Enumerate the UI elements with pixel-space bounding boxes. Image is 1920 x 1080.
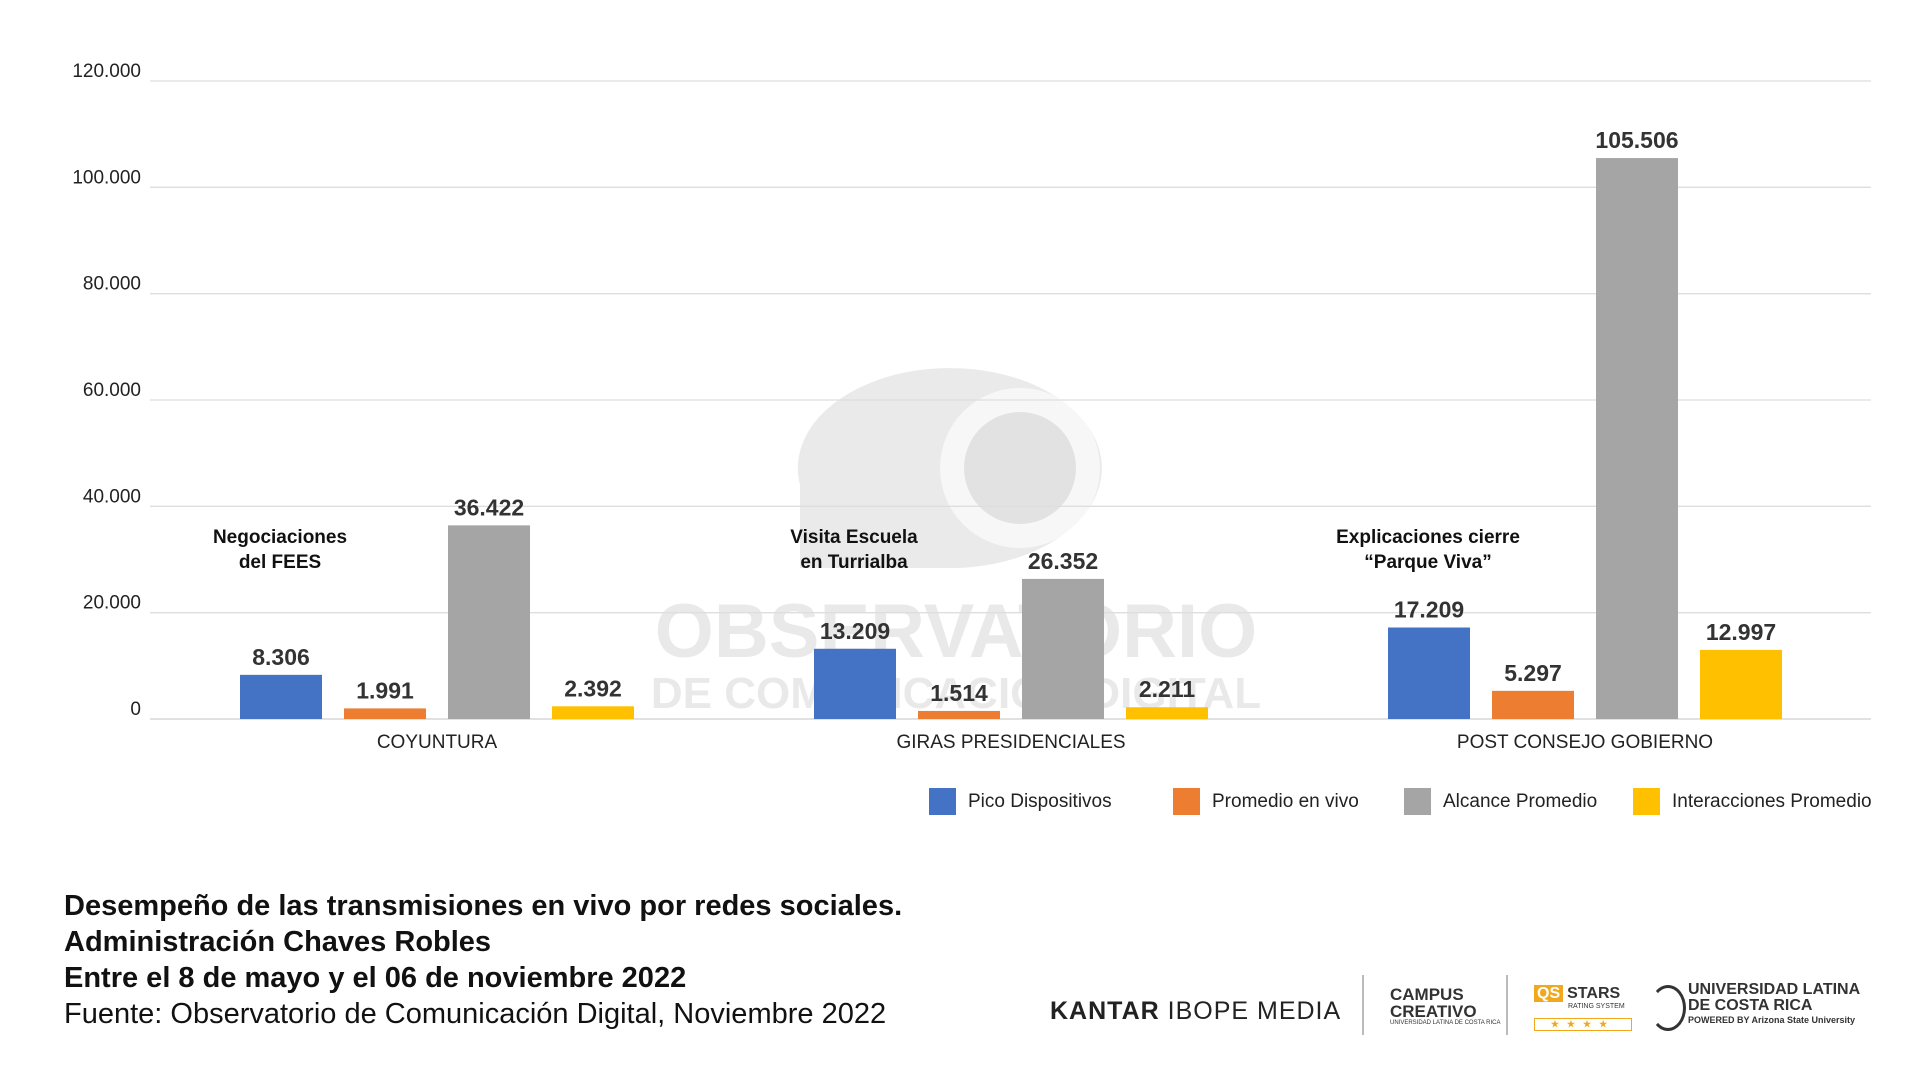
globe-icon [1650,985,1686,1031]
bar [1492,690,1574,719]
divider [1362,975,1364,1035]
caption: Desempeño de las transmisiones en vivo p… [64,888,902,1032]
bar [1022,578,1104,719]
data-label: 2.211 [1139,676,1195,702]
legend-item: Alcance Promedio [1404,788,1597,815]
legend-swatch [929,788,956,815]
bar [240,674,322,719]
annotation: Explicaciones cierre [1336,527,1520,548]
ulatina-logo: UNIVERSIDAD LATINA DE COSTA RICA POWERED B… [1688,981,1861,1026]
annotation: del FEES [239,552,321,573]
bar-chart: 0 20.000 40.000 60.000 80.000 100.000 120.000 C… [72,61,1871,753]
x-tick-label: POST CONSEJO GOBIERNO [1457,732,1713,753]
logos: KANTAR IBOPE MEDIA CAMPUS CREATIVO UNIVERS… [1040,975,1880,1045]
y-tick-label: 20.000 [83,593,141,614]
data-label: 8.306 [252,644,310,670]
legend-label: Interacciones Promedio [1672,790,1872,812]
legend-item: Interacciones Promedio [1633,788,1872,815]
y-tick-label: 40.000 [83,486,141,507]
legend-label: Alcance Promedio [1443,790,1598,812]
y-tick-label: 60.000 [83,380,141,401]
bar [1388,627,1470,719]
bar [448,525,530,719]
legend-item: Promedio en vivo [1173,788,1359,815]
bar [344,708,426,719]
legend-swatch [1633,788,1660,815]
caption-line-3: Entre el 8 de mayo y el 06 de noviembre … [64,962,687,994]
bar [1700,649,1782,719]
bar [1596,158,1678,720]
campus-creativo-logo: CAMPUS CREATIVO UNIVERSIDAD LATINA DE COST… [1390,985,1501,1026]
legend-swatch [1173,788,1200,815]
y-tick-label: 80.000 [83,274,141,295]
y-tick-label: 100.000 [72,167,141,188]
data-label: 12.997 [1706,619,1776,645]
bar [552,706,634,719]
x-tick-label: GIRAS PRESIDENCIALES [896,732,1125,753]
annotation: Visita Escuela [790,527,918,548]
legend-label: Promedio en vivo [1212,790,1359,812]
kantar-logo: KANTAR IBOPE MEDIA [1050,997,1342,1025]
caption-line-1: Desempeño de las transmisiones en vivo p… [64,890,903,922]
data-label: 36.422 [454,494,524,520]
legend-swatch [1404,788,1431,815]
legend-label: Pico Dispositivos [968,790,1112,812]
data-label: 5.297 [1504,660,1562,686]
y-tick-label: 0 [130,699,141,720]
caption-line-2: Administración Chaves Robles [64,926,492,958]
data-label: 26.352 [1028,548,1098,574]
legend-item: Pico Dispositivos [929,788,1112,815]
legend: Pico Dispositivos Promedio en vivo Alcance… [0,788,1920,818]
y-tick-label: 120.000 [72,61,141,82]
qs-stars-logo: QS STARS RATING SYSTEM ★★★★ [1534,985,1632,1031]
caption-source: Fuente: Observatorio de Comunicación Dig… [64,998,887,1030]
annotation: en Turrialba [800,552,908,573]
data-label: 17.209 [1394,597,1464,623]
annotation: “Parque Viva” [1364,552,1491,573]
annotation: Negociaciones [213,527,347,548]
data-label: 105.506 [1595,127,1678,153]
bar [918,710,1000,719]
bar [1126,707,1208,719]
x-tick-label: COYUNTURA [377,732,498,753]
bar [814,648,896,719]
data-label: 1.514 [930,680,988,706]
data-label: 13.209 [820,618,890,644]
divider [1506,975,1508,1035]
data-label: 1.991 [356,677,414,703]
data-label: 2.392 [564,675,622,701]
